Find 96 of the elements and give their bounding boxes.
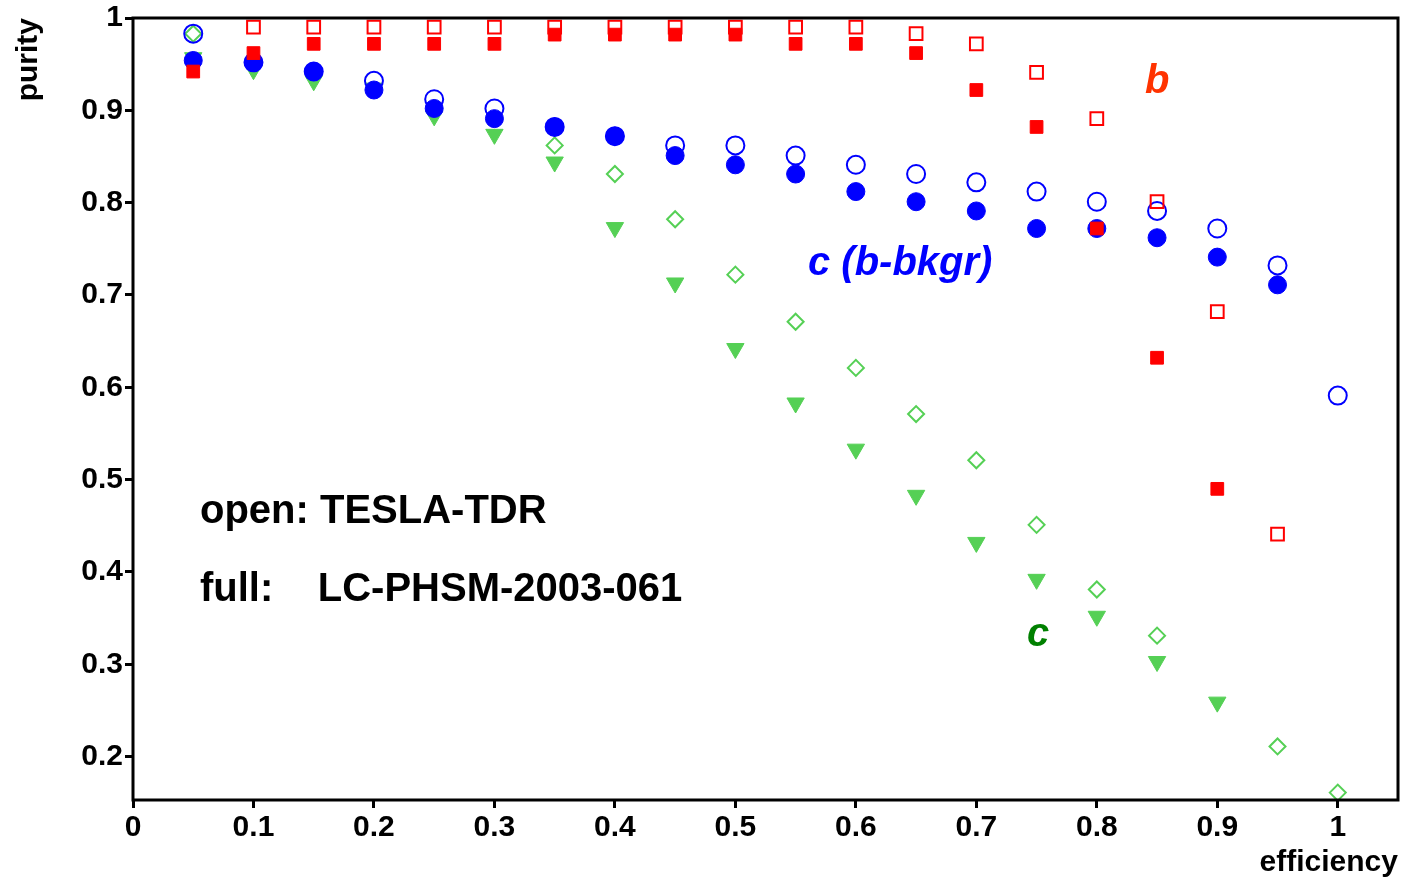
point: [1327, 385, 1348, 406]
point: [1027, 219, 1047, 238]
point: [1148, 626, 1167, 645]
y-tick-label: 0.9: [81, 91, 123, 125]
point: [545, 136, 564, 155]
point: [547, 19, 563, 35]
point: [906, 192, 926, 212]
point: [1089, 111, 1105, 126]
point: [846, 443, 866, 460]
point: [1149, 194, 1165, 210]
annotation: b: [1145, 57, 1170, 102]
point: [725, 155, 745, 175]
x-tick-label: 0.5: [714, 809, 757, 843]
point: [1270, 526, 1285, 542]
point: [1087, 580, 1106, 599]
point: [1267, 255, 1288, 276]
point: [907, 405, 926, 424]
point: [1209, 304, 1225, 319]
point: [1210, 482, 1225, 496]
point: [246, 19, 261, 35]
x-tick-label: 0.6: [835, 809, 877, 843]
point: [848, 19, 864, 35]
x-tick-label: 0: [124, 809, 142, 843]
y-axis-title: purity: [10, 17, 44, 102]
point: [728, 19, 743, 35]
point: [786, 312, 805, 331]
point: [1150, 350, 1164, 365]
point: [906, 489, 926, 506]
point: [367, 36, 381, 51]
annotation: c: [1027, 610, 1050, 655]
point: [846, 358, 865, 377]
x-tick-label: 0.1: [232, 809, 275, 843]
point: [306, 19, 322, 35]
y-tick-label: 0.8: [81, 183, 123, 217]
x-tick-label: 0.4: [594, 809, 637, 843]
x-tick-label: 1: [1329, 809, 1347, 843]
x-tick-label: 0.2: [353, 809, 395, 843]
point: [1208, 696, 1227, 713]
point: [906, 164, 927, 185]
annotation: c (b-bkgr): [808, 239, 993, 284]
point: [1147, 200, 1168, 221]
point: [1147, 228, 1167, 248]
point: [967, 451, 986, 470]
point: [788, 36, 803, 51]
y-tick-label: 0.4: [81, 553, 124, 587]
point: [1087, 610, 1106, 627]
point: [1268, 737, 1287, 756]
point: [786, 164, 806, 184]
point: [666, 210, 685, 229]
point: [1207, 218, 1228, 239]
point: [246, 46, 261, 60]
point: [427, 36, 442, 51]
point: [1026, 181, 1047, 202]
point: [845, 154, 866, 175]
x-tick-label: 0.8: [1075, 809, 1118, 843]
point: [426, 19, 442, 35]
point: [1029, 65, 1044, 80]
point: [487, 19, 502, 35]
point: [725, 135, 746, 156]
point: [909, 46, 923, 60]
x-tick-label: 0.9: [1196, 809, 1239, 843]
y-tick-label: 0.6: [81, 368, 123, 402]
x-tick-label: 0.7: [955, 809, 998, 843]
point: [306, 36, 321, 51]
y-tick-label: 0.7: [81, 276, 123, 310]
point: [969, 83, 984, 97]
x-tick-label: 0.3: [473, 809, 516, 843]
y-tick-label: 0.3: [81, 645, 123, 679]
point: [1086, 191, 1107, 212]
point: [846, 182, 866, 202]
point: [1268, 275, 1288, 295]
point: [968, 36, 984, 52]
point: [966, 201, 986, 221]
point: [908, 26, 924, 42]
point: [487, 36, 502, 51]
y-tick-label: 0.2: [81, 737, 123, 771]
point: [966, 172, 987, 193]
point: [605, 165, 624, 184]
point: [186, 64, 201, 79]
point: [967, 536, 986, 553]
point: [366, 19, 382, 35]
point: [667, 19, 683, 35]
point: [1029, 120, 1044, 134]
annotation: full: LC-PHSM-2003-061: [200, 565, 683, 610]
annotation: open: TESLA-TDR: [200, 487, 547, 532]
x-axis-title: efficiency: [1259, 844, 1399, 878]
point: [607, 19, 623, 35]
point: [785, 145, 806, 166]
y-tick-label: 1: [106, 0, 123, 33]
point: [848, 36, 863, 51]
y-tick-label: 0.5: [81, 460, 123, 494]
point: [1207, 247, 1227, 267]
point: [1027, 515, 1046, 534]
point: [1027, 573, 1046, 590]
point: [726, 265, 745, 284]
point: [788, 19, 803, 35]
